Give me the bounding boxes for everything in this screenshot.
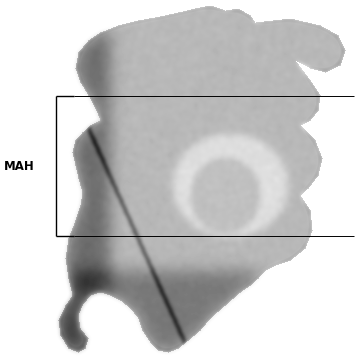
Text: MAH: MAH <box>4 160 34 173</box>
